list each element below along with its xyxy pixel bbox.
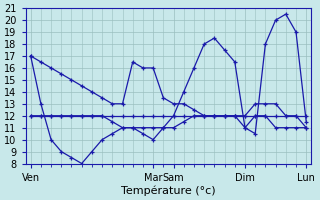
X-axis label: Température (°c): Température (°c) (121, 185, 216, 196)
